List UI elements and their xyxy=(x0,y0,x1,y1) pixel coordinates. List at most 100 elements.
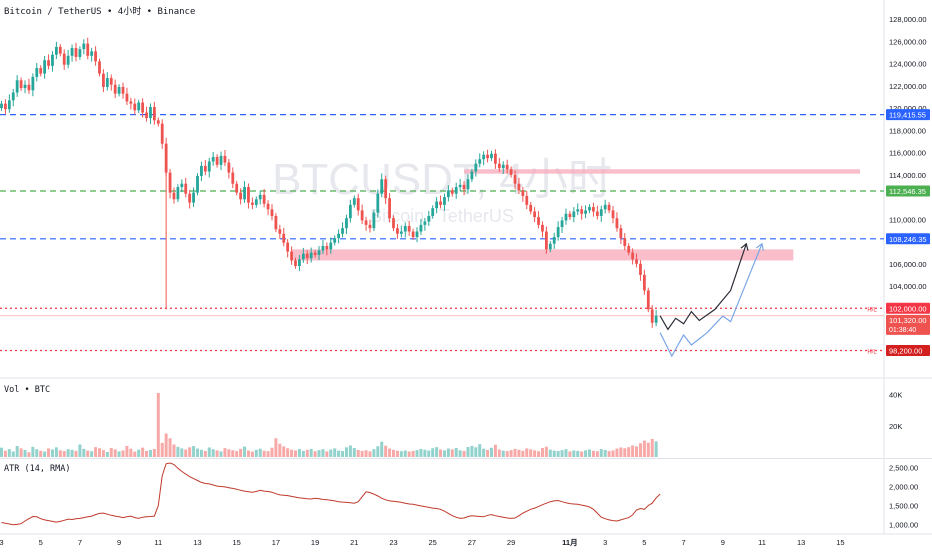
time-axis-label: 15 xyxy=(233,538,241,547)
volume-bar xyxy=(278,443,282,457)
volume-bar xyxy=(113,449,117,457)
candle-body xyxy=(270,209,274,216)
price-axis-label: 114,000.00 xyxy=(889,171,926,180)
volume-bar xyxy=(27,452,31,457)
volume-axis-label: 40K xyxy=(889,391,902,400)
volume-bar xyxy=(246,450,250,457)
candle-body xyxy=(407,225,411,232)
price-badge-label: 108,246.35 xyxy=(889,235,927,244)
price-axis-label: 116,000.00 xyxy=(889,149,926,158)
volume-bar xyxy=(219,451,223,457)
volume-bar xyxy=(199,449,203,457)
volume-pane-title: Vol • BTC xyxy=(4,385,50,395)
candle-body xyxy=(348,204,352,219)
supply-demand-zone[interactable] xyxy=(464,169,860,174)
volume-bar xyxy=(497,449,501,457)
volume-bar xyxy=(493,444,497,457)
price-axis-label: 110,000.00 xyxy=(889,215,926,224)
candle-body xyxy=(172,192,176,200)
candle-body xyxy=(627,245,631,253)
volume-bar xyxy=(188,447,192,457)
volume-bar xyxy=(368,451,372,457)
volume-bar xyxy=(215,450,219,457)
volume-bar xyxy=(31,446,35,457)
volume-bar xyxy=(301,450,305,457)
candle-body xyxy=(184,183,188,194)
volume-bar xyxy=(74,450,78,457)
volume-bar xyxy=(635,446,639,457)
volume-bar xyxy=(78,444,82,457)
volume-bar xyxy=(399,451,403,457)
volume-bar xyxy=(407,451,411,457)
candle-body xyxy=(313,252,317,255)
candle-body xyxy=(51,54,54,66)
candle-body xyxy=(141,102,145,113)
candle-body xyxy=(513,174,517,184)
candle-body xyxy=(568,213,572,218)
price-badge-label: 102,000.00 xyxy=(889,304,927,313)
volume-bar xyxy=(611,450,615,457)
volume-bar xyxy=(505,451,509,457)
candle-body xyxy=(129,101,133,104)
candle-body xyxy=(396,228,399,234)
candle-body xyxy=(215,157,219,165)
price-badge xyxy=(886,185,930,197)
volume-bar xyxy=(486,449,490,457)
candle-body xyxy=(548,243,552,250)
candle-body xyxy=(62,53,66,65)
volume-bar xyxy=(650,439,654,457)
candle-body xyxy=(7,100,11,110)
supply-demand-zone[interactable] xyxy=(291,249,794,261)
volume-bar xyxy=(446,448,450,457)
volume-bar xyxy=(266,451,270,457)
volume-bar xyxy=(321,449,325,457)
candle-body xyxy=(305,253,309,259)
candle-body xyxy=(352,198,356,205)
candle-body xyxy=(317,250,321,255)
candle-body xyxy=(631,252,635,260)
candle-body xyxy=(235,183,239,193)
time-axis-label: 13 xyxy=(193,538,201,547)
volume-bar xyxy=(462,450,466,457)
volume-bar xyxy=(591,450,595,457)
volume-bar xyxy=(0,447,3,457)
candle-body xyxy=(592,207,595,212)
candle-body xyxy=(356,198,360,211)
candle-body xyxy=(207,161,211,172)
projection-path[interactable] xyxy=(659,243,763,358)
volume-bar xyxy=(109,447,113,457)
candle-body xyxy=(78,49,82,57)
volume-bar xyxy=(517,449,521,457)
candle-body xyxy=(595,211,599,216)
candle-body xyxy=(431,208,435,216)
volume-bar xyxy=(431,448,435,457)
countdown-label: 01:38:40 xyxy=(889,327,916,334)
price-axis-label: 126,000.00 xyxy=(889,37,927,46)
volume-bar xyxy=(615,448,619,457)
volume-bar xyxy=(3,450,7,457)
volume-bar xyxy=(341,451,345,457)
candle-body xyxy=(642,274,646,291)
candle-body xyxy=(121,86,125,94)
candle-body xyxy=(196,175,199,193)
candle-body xyxy=(149,106,152,119)
volume-bar xyxy=(203,450,207,457)
price-badge xyxy=(886,302,930,314)
time-axis-label: 3 xyxy=(603,538,607,547)
volume-bar xyxy=(482,448,486,457)
volume-bar xyxy=(607,451,611,457)
price-axis-label: 128,000.00 xyxy=(889,15,927,24)
volume-bar xyxy=(23,449,27,457)
candle-body xyxy=(35,68,39,77)
time-axis-label: 3 xyxy=(0,538,4,547)
candle-body xyxy=(533,211,537,218)
volume-bar xyxy=(254,449,258,457)
volume-bar xyxy=(454,447,458,457)
volume-bar xyxy=(192,446,196,457)
atr-axis-label: 2,500.00 xyxy=(889,464,918,473)
volume-bar xyxy=(344,447,348,457)
volume-bar xyxy=(599,449,603,457)
projection-path[interactable] xyxy=(659,243,747,331)
